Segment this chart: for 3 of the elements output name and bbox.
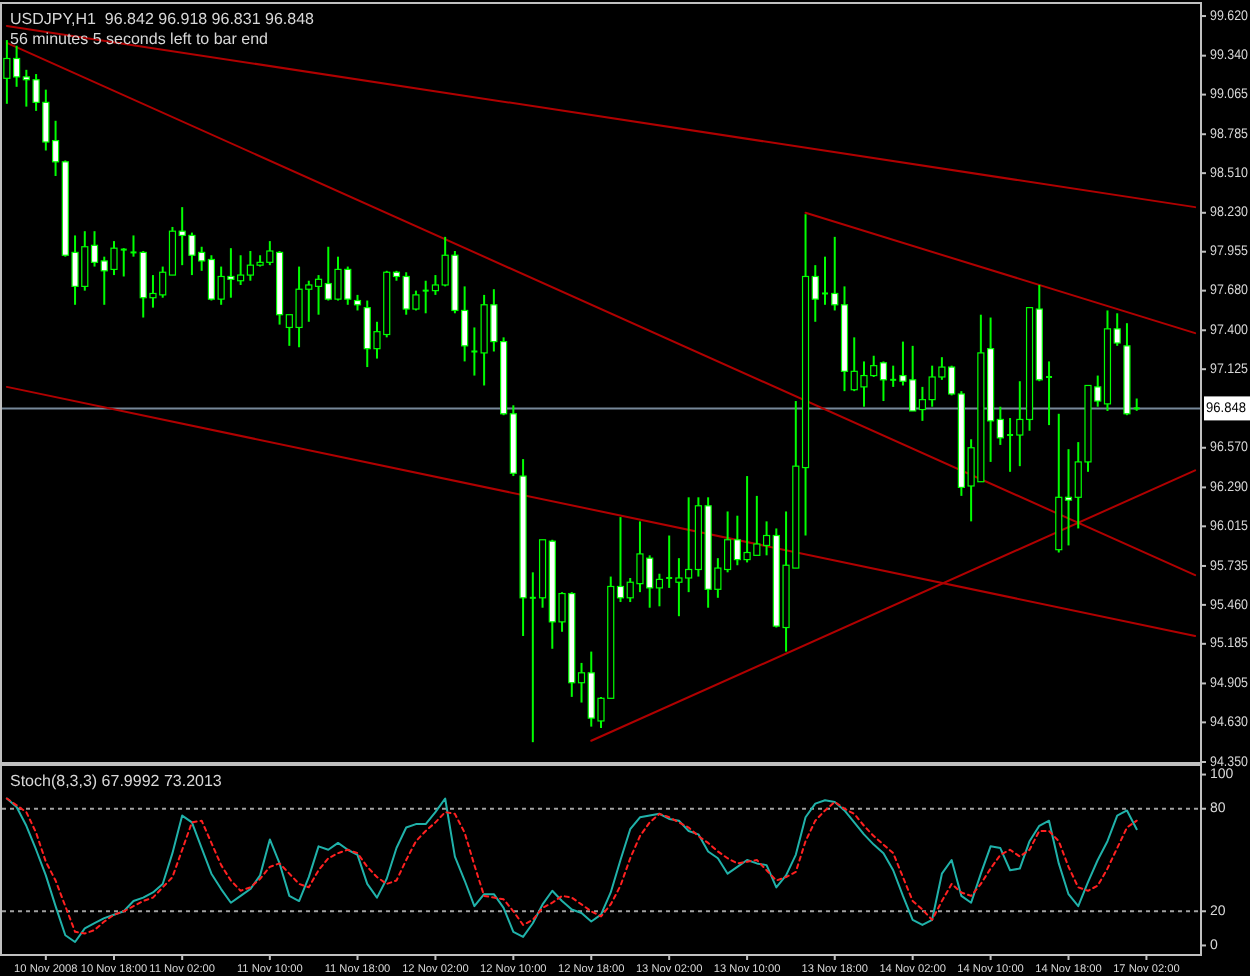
chart-title: Stoch(8,3,3) 67.9992 73.2013 — [10, 772, 223, 790]
candlestick — [130, 234, 137, 258]
chart-title: USDJPY,H1 96.842 96.918 96.831 96.848 — [10, 10, 316, 28]
